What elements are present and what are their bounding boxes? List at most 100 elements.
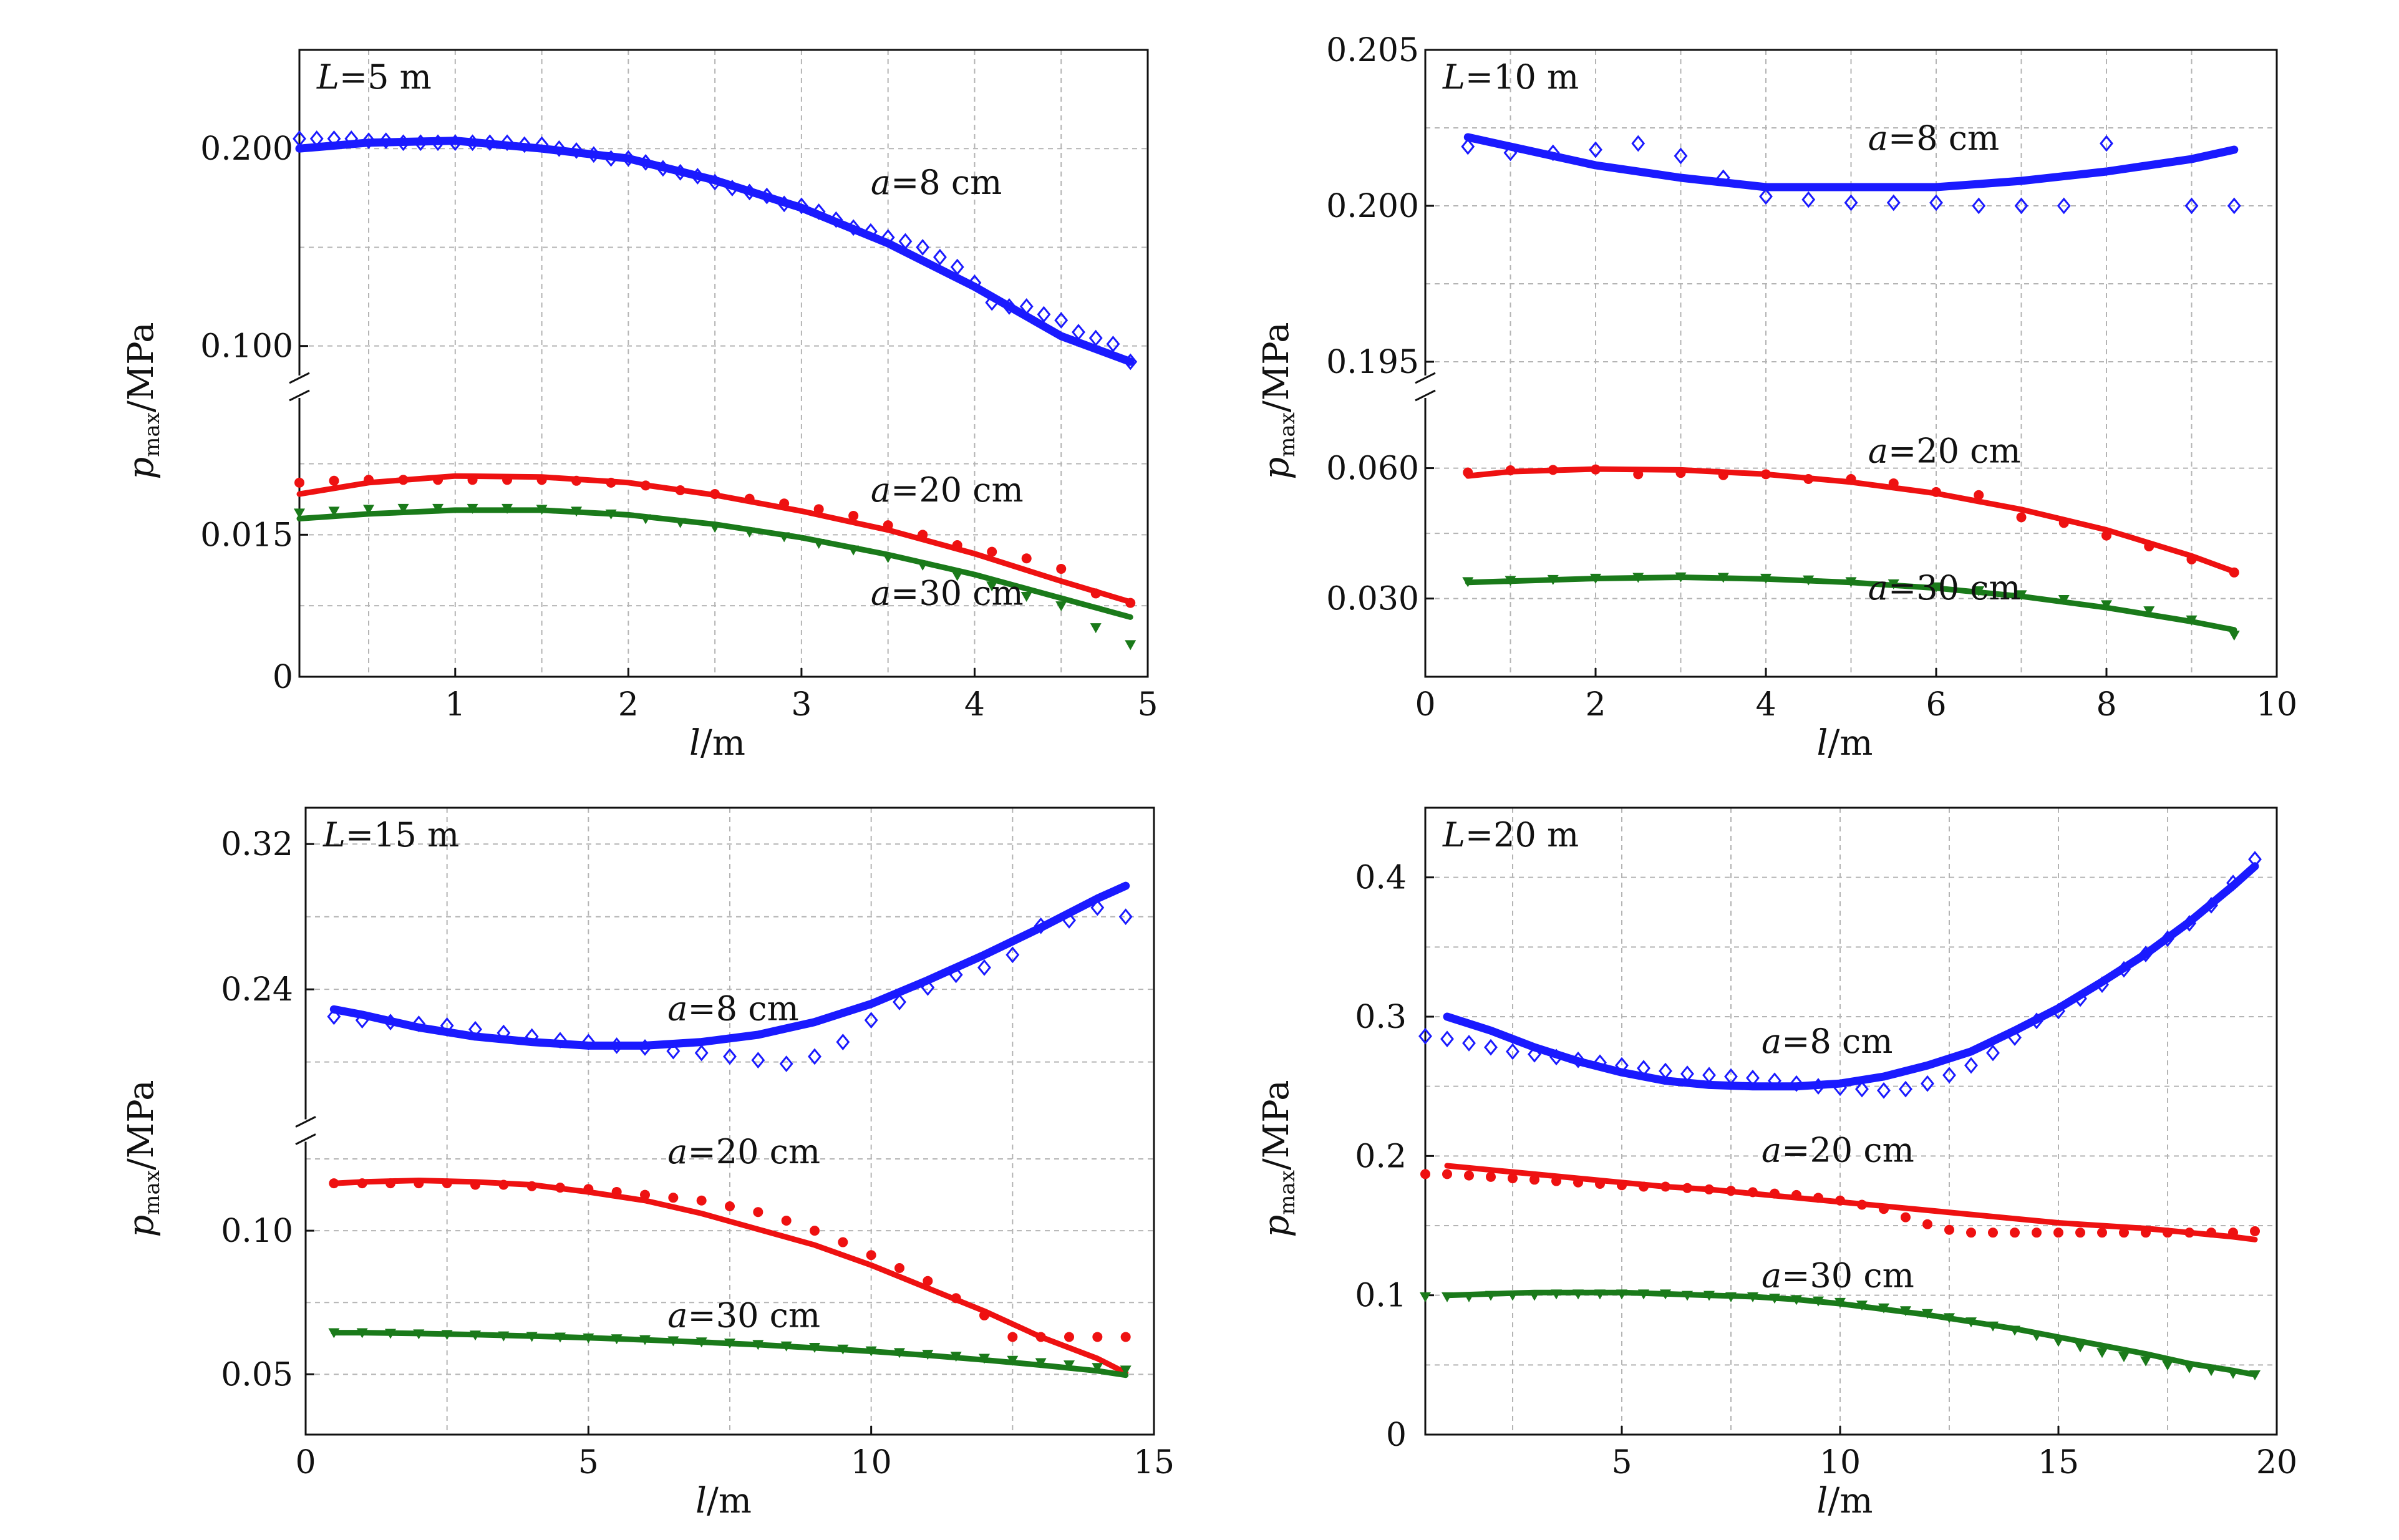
data-point-triangle <box>1420 1292 1431 1302</box>
data-point-diamond <box>694 1044 709 1062</box>
data-point-diamond <box>1986 1044 2000 1062</box>
chart-panel-2: 0 2 4 6 8 100.2050.2000.1950.0600.030l/mpmax/… <box>1256 32 2297 763</box>
series-a-20-cm <box>329 1178 1131 1376</box>
data-point-diamond <box>2227 197 2241 215</box>
y-tick-label: 0.015 <box>200 516 293 554</box>
axis-break-gap <box>296 375 303 398</box>
series-line <box>1444 1163 2258 1242</box>
panel-label: L=10 m <box>1442 57 1579 97</box>
series-annotation-var: a <box>871 574 891 613</box>
data-point-dot <box>2016 512 2027 523</box>
data-point-diamond <box>1484 1039 1498 1056</box>
axis-break-gap <box>302 1119 309 1142</box>
data-point-triangle <box>294 508 305 519</box>
data-point-dot <box>2053 1228 2063 1238</box>
y-axis-label-var: p <box>1256 1215 1297 1237</box>
data-point-triangle <box>2143 606 2155 617</box>
y-tick-label: 0.100 <box>200 328 293 366</box>
data-point-diamond <box>1506 1043 1519 1060</box>
data-point-dot <box>2075 1228 2085 1238</box>
axis-break-mark <box>1415 389 1436 402</box>
data-point-diamond <box>2057 197 2071 215</box>
y-tick-label: 0.24 <box>221 971 293 1009</box>
y-tick-label: 0.4 <box>1355 860 1407 897</box>
series-line <box>1465 466 2237 574</box>
data-point-diamond <box>517 136 531 153</box>
data-point-dot <box>753 1207 763 1218</box>
data-point-diamond <box>1440 1030 1454 1048</box>
x-axis-label-rest: /m <box>700 723 745 763</box>
y-axis-label: pmax/MPa <box>121 1080 165 1237</box>
data-point-diamond <box>327 1008 341 1025</box>
data-point-diamond <box>1886 194 1901 211</box>
y-tick-label: 0.205 <box>1326 32 1419 69</box>
series-annotation: a=30 cm <box>1868 568 2021 608</box>
data-point-dot <box>1420 1169 1430 1179</box>
data-point-diamond <box>1462 1035 1476 1052</box>
data-point-dot <box>2032 1228 2042 1238</box>
data-point-triangle <box>2228 631 2240 641</box>
data-point-diamond <box>1899 1080 1912 1098</box>
series-annotation-var: a <box>667 989 687 1029</box>
series-annotation-rest: =30 cm <box>1781 1256 1914 1295</box>
series-a-20-cm <box>294 473 1136 608</box>
x-axis-label-var: l <box>1817 1481 1828 1521</box>
panel-label-var: L <box>1442 57 1465 97</box>
data-point-dot <box>866 1250 876 1261</box>
data-point-diamond <box>666 1042 681 1060</box>
series-annotation: a=8 cm <box>667 989 798 1029</box>
x-tick-label: 3 <box>791 686 812 724</box>
axis-break-gap <box>1422 375 1429 398</box>
data-point-diamond <box>1964 1057 1978 1074</box>
series-annotation-var: a <box>871 470 891 510</box>
data-point-triangle <box>397 503 409 514</box>
series-line <box>331 1178 1129 1376</box>
x-tick-label: 15 <box>1133 1444 1175 1481</box>
data-point-dot <box>696 1195 707 1206</box>
y-tick-label: 0.05 <box>221 1356 293 1393</box>
data-point-triangle <box>2096 1348 2108 1358</box>
y-tick-label: 0.1 <box>1355 1277 1407 1315</box>
data-point-diamond <box>1855 1080 1869 1098</box>
panel-label: L=5 m <box>316 57 432 97</box>
y-axis-label-rest: /MPa <box>1256 322 1297 412</box>
data-point-dot <box>2119 1228 2129 1238</box>
data-point-dot <box>838 1237 848 1247</box>
plot-frame <box>1424 806 2278 1436</box>
x-axis-label-var: l <box>1817 723 1828 763</box>
series-annotation-var: a <box>1868 119 1888 158</box>
data-point-dot <box>810 1226 820 1236</box>
series-line <box>331 1330 1129 1378</box>
panel-label-rest: =20 m <box>1465 815 1579 855</box>
data-point-diamond <box>1921 1075 1934 1092</box>
x-tick-label: 15 <box>2038 1444 2079 1481</box>
y-axis-label-sub: max <box>140 1170 165 1215</box>
y-axis-label: pmax/MPa <box>1256 1080 1300 1237</box>
data-point-triangle <box>2118 1352 2130 1362</box>
y-tick-label: 0.2 <box>1355 1138 1407 1175</box>
data-point-diamond <box>977 959 991 976</box>
data-point-diamond <box>1942 1067 1956 1084</box>
grid <box>1425 50 2277 677</box>
y-tick-label: 0.060 <box>1326 450 1419 488</box>
series-annotation: a=8 cm <box>1762 1022 1893 1061</box>
data-point-diamond <box>1801 191 1816 208</box>
y-axis-label-var: p <box>1256 457 1297 480</box>
series-annotation-var: a <box>667 1132 687 1171</box>
data-point-diamond <box>1106 336 1120 352</box>
data-point-dot <box>1974 490 1984 500</box>
x-tick-label: 8 <box>2096 686 2116 724</box>
grid <box>299 50 1148 677</box>
panel-label: L=15 m <box>322 815 459 855</box>
data-point-diamond <box>1702 1067 1716 1084</box>
series-annotation-var: a <box>871 163 891 202</box>
data-point-diamond <box>1877 1082 1891 1099</box>
data-point-dot <box>923 1276 933 1286</box>
data-point-diamond <box>1589 141 1602 158</box>
data-point-dot <box>781 1216 792 1226</box>
series-a-30-cm <box>1420 1289 2261 1380</box>
data-point-triangle <box>2162 1360 2173 1371</box>
x-axis-label-var: l <box>695 1481 707 1521</box>
data-point-triangle <box>2140 1356 2151 1367</box>
